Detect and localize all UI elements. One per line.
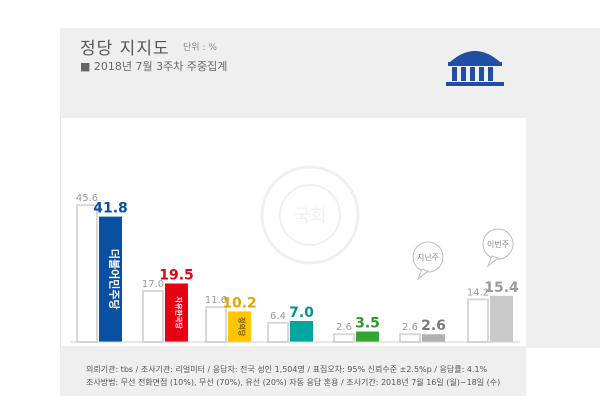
bar-tag-0: 더불어민주당 xyxy=(108,249,122,310)
bar-previous-1 xyxy=(142,290,164,343)
bar-current-4 xyxy=(356,331,379,342)
header-background xyxy=(60,28,600,118)
bubble-current-tail xyxy=(486,255,500,268)
bar-tag-2: 정의당 xyxy=(238,317,247,337)
bar-current-2 xyxy=(228,311,251,342)
bar-previous-5 xyxy=(399,333,421,344)
data-label-current-5: 2.6 xyxy=(421,318,446,334)
data-label-previous-1: 17.0 xyxy=(142,279,164,290)
bar-previous-3 xyxy=(267,321,289,343)
bubble-current-text: 이번주 xyxy=(487,239,509,249)
data-label-previous-4: 2.6 xyxy=(336,322,352,333)
bubble-previous-circle xyxy=(412,241,444,273)
watermark-seal-icon: 국회 xyxy=(260,165,360,265)
national-assembly-logo-icon xyxy=(446,51,504,86)
bubble-previous-tail xyxy=(416,268,430,281)
bar-previous-4 xyxy=(333,333,355,344)
bar-current-1 xyxy=(165,283,188,342)
chart-panel xyxy=(60,118,528,348)
data-label-current-0: 41.8 xyxy=(93,201,128,217)
bar-current-3 xyxy=(290,321,313,342)
bubble-previous-text: 지난주 xyxy=(417,253,439,262)
unit-label: 단위 : % xyxy=(183,43,217,53)
bar-previous-2 xyxy=(205,306,227,344)
watermark-text: 국회 xyxy=(293,206,326,227)
chart-title: 정당 지지도 xyxy=(80,39,170,59)
data-label-current-4: 3.5 xyxy=(355,316,380,332)
data-label-previous-3: 6.4 xyxy=(270,311,286,322)
footer-note-1: 의뢰기관: tbs / 조사기관: 리얼미터 / 응답자: 전국 성인 1,50… xyxy=(86,365,488,374)
footer-background xyxy=(60,346,526,396)
footer-note-2: 조사방법: 무선 전화면접 (10%), 무선 (70%), 유선 (20%) … xyxy=(86,378,501,387)
data-label-current-3: 7.0 xyxy=(289,305,314,321)
data-label-current-6: 15.4 xyxy=(484,280,519,296)
bar-current-6 xyxy=(490,295,513,342)
data-label-previous-0: 45.6 xyxy=(76,193,98,204)
chart-subtitle: ■ 2018년 7월 3주차 주중집계 xyxy=(80,60,228,73)
data-label-current-1: 19.5 xyxy=(159,268,194,284)
bar-previous-0 xyxy=(76,204,98,343)
bar-tag-1: 자유한국당 xyxy=(175,297,184,330)
data-label-previous-2: 11.6 xyxy=(205,295,227,306)
data-label-previous-5: 2.6 xyxy=(402,322,418,333)
bar-current-5 xyxy=(422,334,445,342)
side-strip xyxy=(526,118,600,348)
data-label-current-2: 10.2 xyxy=(222,295,257,311)
bubble-current-circle xyxy=(482,228,514,260)
bar-current-0 xyxy=(99,216,122,342)
data-label-previous-6: 14.2 xyxy=(467,287,489,298)
bar-previous-6 xyxy=(467,298,489,343)
